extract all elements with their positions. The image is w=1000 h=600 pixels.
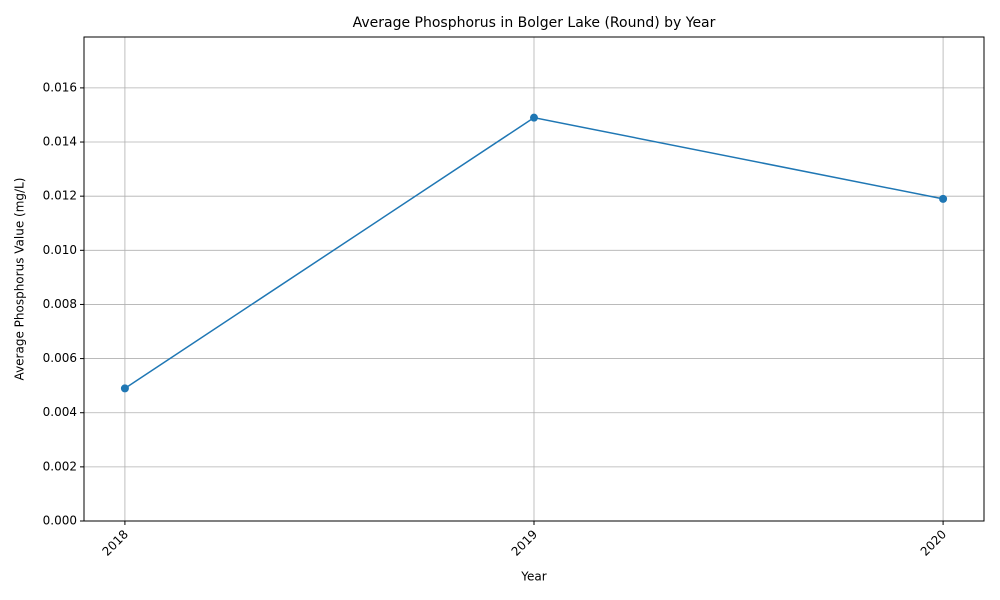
y-tick-label: 0.014 — [43, 135, 77, 149]
y-tick-label: 0.016 — [43, 80, 77, 94]
y-tick-label: 0.004 — [43, 405, 77, 419]
x-axis-label: Year — [520, 570, 546, 584]
chart-title: Average Phosphorus in Bolger Lake (Round… — [353, 15, 716, 31]
x-tick-label: 2018 — [100, 527, 131, 558]
x-tick-label: 2019 — [509, 527, 540, 558]
y-axis-label: Average Phosphorus Value (mg/L) — [13, 178, 27, 381]
y-tick-label: 0.002 — [43, 459, 77, 473]
y-tick-label: 0.010 — [43, 243, 77, 257]
y-tick-label: 0.012 — [43, 189, 77, 203]
y-tick-label: 0.008 — [43, 297, 77, 311]
x-tick-label: 2020 — [918, 527, 949, 558]
data-point — [939, 194, 948, 203]
plot-frame — [83, 36, 985, 522]
y-tick-label: 0.000 — [43, 514, 77, 528]
data-point — [120, 384, 129, 393]
y-tick-label: 0.006 — [43, 351, 77, 365]
data-point — [530, 113, 538, 122]
